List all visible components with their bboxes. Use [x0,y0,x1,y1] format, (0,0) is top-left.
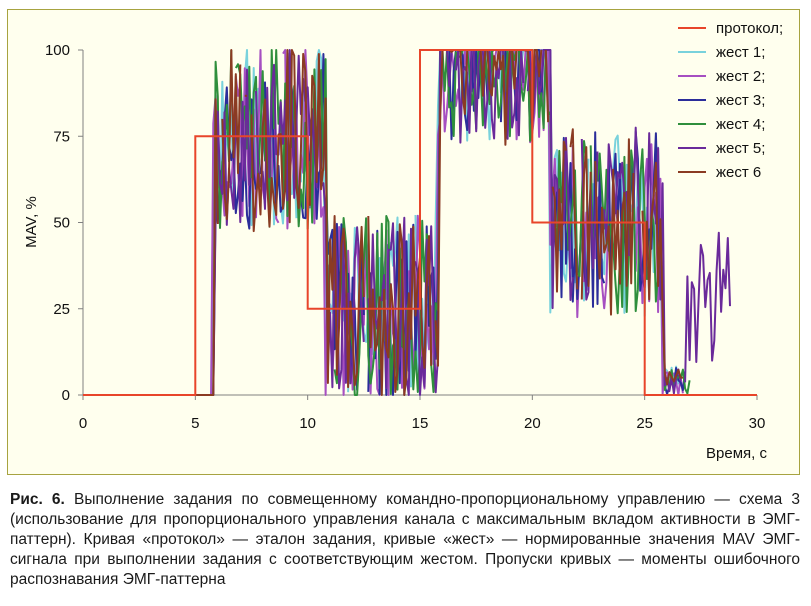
x-axis: 0 5 10 15 20 25 30 [79,394,766,432]
x-tick-label: 30 [749,415,766,432]
legend-label: жест 1; [716,44,765,61]
legend-label: жест 3; [716,92,765,109]
y-tick-label: 100 [45,42,70,59]
y-axis-label: MAV, % [23,196,40,248]
y-tick-label: 50 [53,215,70,232]
legend-label: жест 4; [716,116,765,133]
x-tick-label: 10 [299,415,316,432]
y-tick-label: 25 [53,301,70,318]
x-tick-label: 25 [636,415,653,432]
figure-caption: Рис. 6. Выполнение задания по совмещенно… [10,490,800,590]
caption-label: Рис. 6. [10,491,65,508]
x-tick-label: 0 [79,415,87,432]
x-tick-label: 20 [524,415,541,432]
x-axis-label: Время, с [706,445,767,462]
series-line-protocol [83,49,757,396]
y-tick-label: 0 [62,387,70,404]
legend-label: жест 5; [716,140,765,157]
series-layer [83,49,757,396]
x-tick-label: 15 [412,415,429,432]
legend-label: жест 2; [716,68,765,85]
x-tick-label: 5 [191,415,199,432]
y-tick-label: 75 [53,128,70,145]
caption-text: Выполнение задания по совмещенному коман… [10,491,801,588]
legend-label: протокол; [716,20,783,37]
legend: протокол; жест 1; жест 2; жест 3; жест 4; жес… [678,20,783,181]
y-axis: 0 25 50 75 100 [45,42,84,404]
legend-label: жест 6 [716,164,761,181]
